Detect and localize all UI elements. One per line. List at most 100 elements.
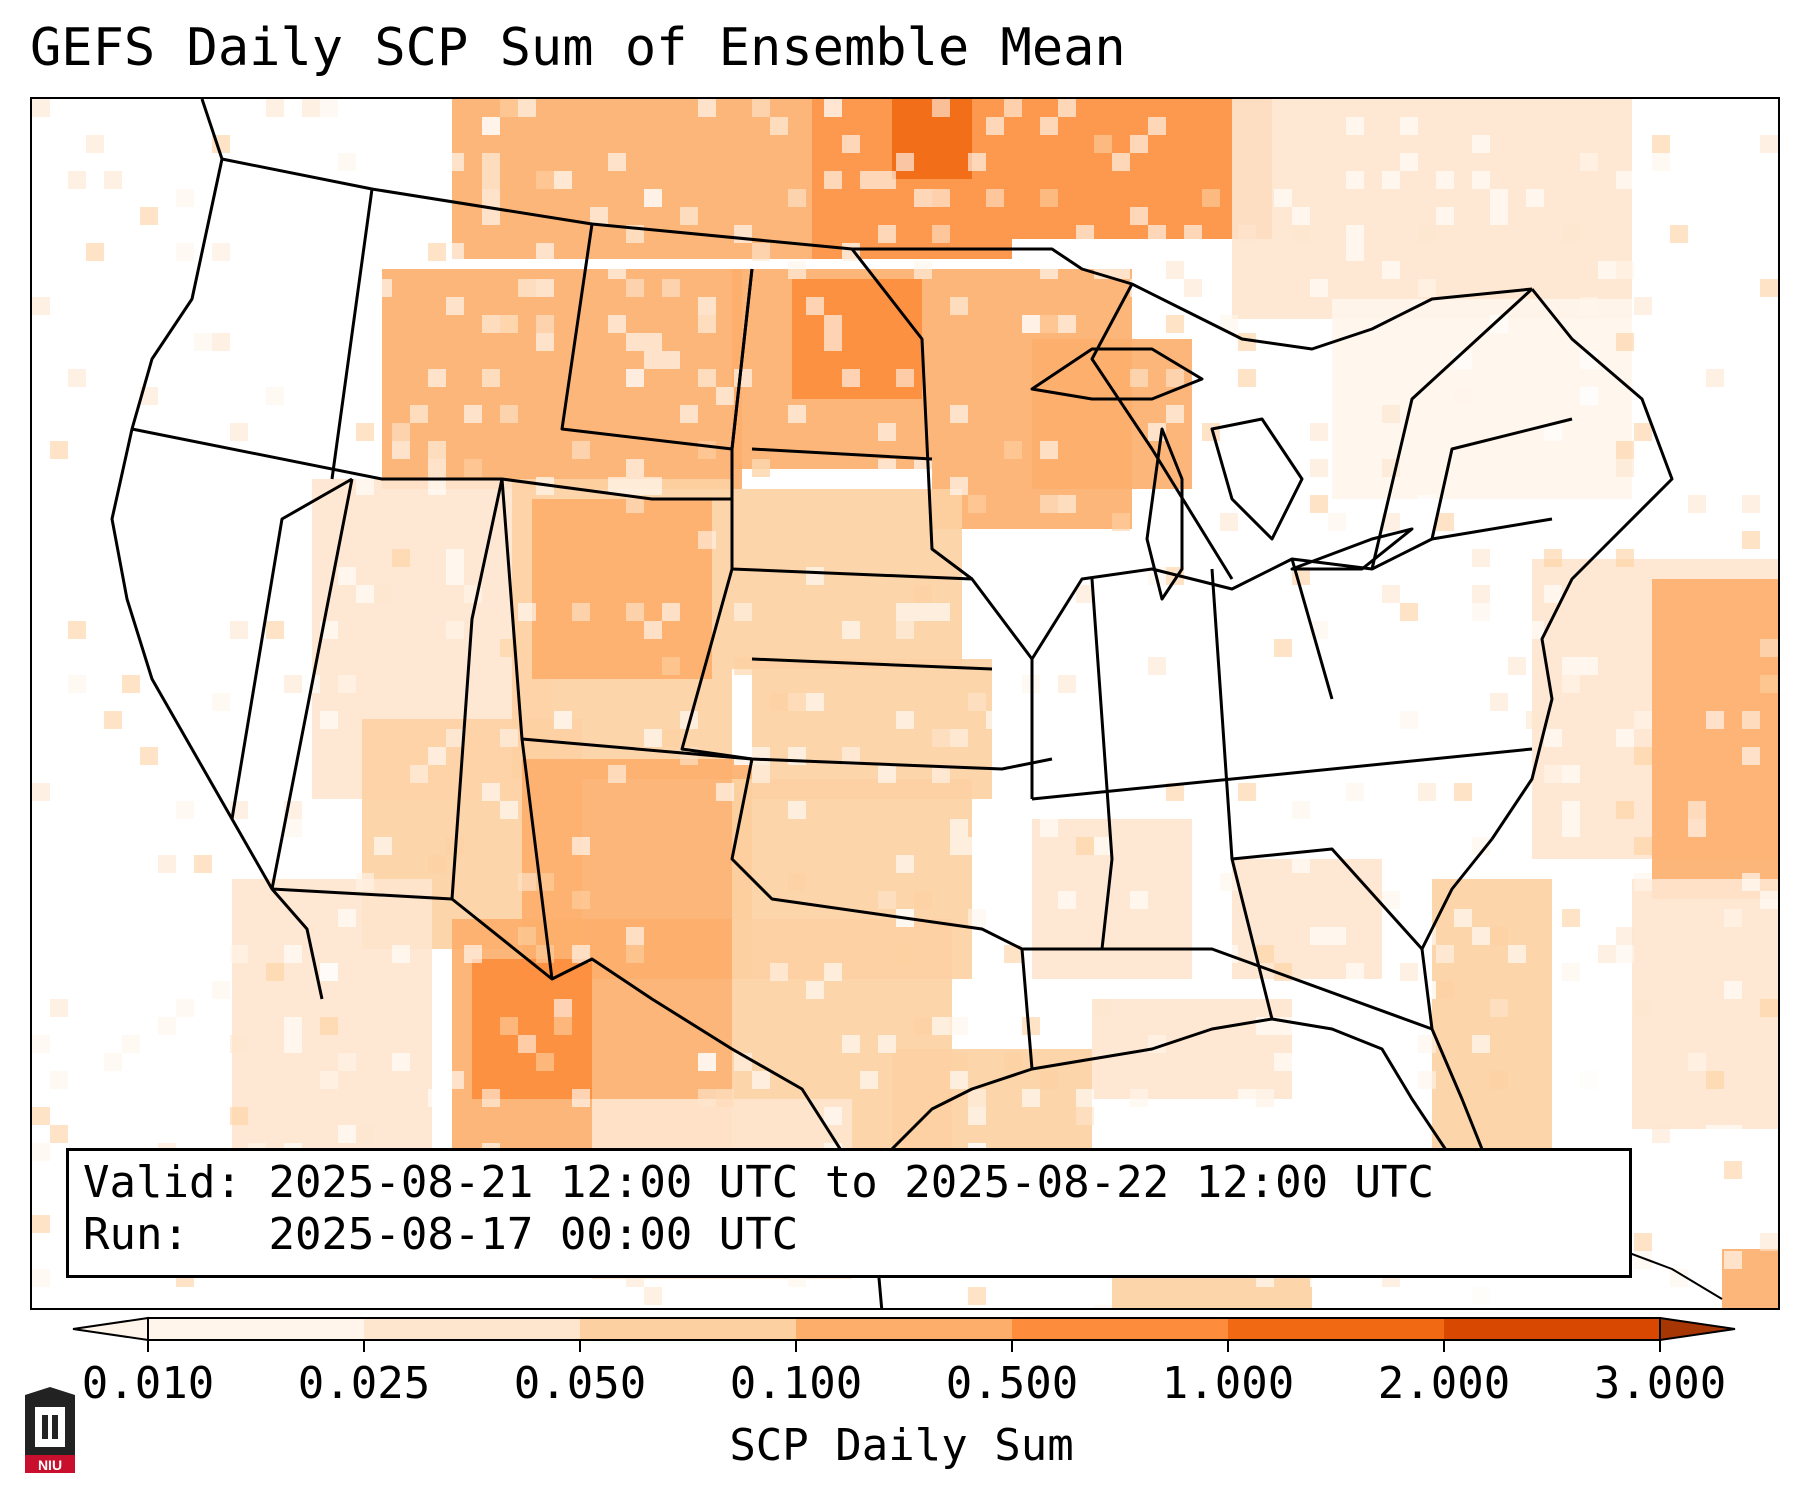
lake-erie <box>1290 527 1414 571</box>
scp-speckle-cell <box>32 1143 50 1161</box>
scp-speckle-cell <box>644 333 662 351</box>
scp-speckle-cell <box>518 1035 536 1053</box>
scp-speckle-cell <box>32 675 50 693</box>
scp-speckle-cell <box>1724 909 1742 927</box>
scp-speckle-cell <box>1724 981 1742 999</box>
scp-speckle-cell <box>1400 711 1418 729</box>
scp-speckle-cell <box>1076 1107 1094 1125</box>
scp-speckle-cell <box>1238 369 1256 387</box>
scp-speckle-cell <box>140 279 158 297</box>
colorbar-tick-label: 0.050 <box>513 1358 647 1409</box>
scp-speckle-cell <box>536 171 554 189</box>
scp-speckle-cell <box>1580 657 1598 675</box>
scp-speckle-cell <box>932 225 950 243</box>
scp-speckle-cell <box>1238 783 1256 801</box>
scp-speckle-cell <box>50 441 68 459</box>
scp-speckle-cell <box>608 477 626 495</box>
scp-speckle-cell <box>680 207 698 225</box>
scp-speckle-cell <box>1130 531 1148 549</box>
scp-speckle-cell <box>716 1305 734 1308</box>
scp-speckle-cell <box>644 729 662 747</box>
scp-speckle-cell <box>122 675 140 693</box>
scp-speckle-cell <box>284 675 302 693</box>
scp-speckle-cell <box>950 837 968 855</box>
scp-shade-cell <box>1092 999 1292 1099</box>
lake-huron <box>1210 417 1304 541</box>
scp-speckle-cell <box>1022 315 1040 333</box>
scp-speckle-cell <box>716 783 734 801</box>
scp-speckle-cell <box>536 333 554 351</box>
scp-speckle-cell <box>860 171 878 189</box>
scp-speckle-cell <box>1670 1251 1688 1269</box>
scp-speckle-cell <box>842 369 860 387</box>
scp-speckle-cell <box>608 765 626 783</box>
scp-speckle-cell <box>1040 1071 1058 1089</box>
scp-speckle-cell <box>896 369 914 387</box>
scp-speckle-cell <box>104 171 122 189</box>
colorbar-tick-label: 1.000 <box>1161 1358 1295 1409</box>
scp-speckle-cell <box>986 711 1004 729</box>
scp-speckle-cell <box>1616 927 1634 945</box>
scp-speckle-cell <box>986 189 1004 207</box>
scp-speckle-cell <box>122 693 140 711</box>
scp-speckle-cell <box>968 909 986 927</box>
colorbar-tick-label: 0.025 <box>297 1358 431 1409</box>
colorbar-segment <box>796 1318 1013 1340</box>
scp-speckle-cell <box>266 369 284 387</box>
scp-speckle-cell <box>140 315 158 333</box>
scp-speckle-cell <box>1220 315 1238 333</box>
scp-speckle-cell <box>698 1053 716 1071</box>
scp-speckle-cell <box>356 477 374 495</box>
scp-speckle-cell <box>1148 657 1166 675</box>
colorbar-tick-label: 0.010 <box>81 1358 215 1409</box>
scp-speckle-cell <box>1166 369 1184 387</box>
scp-speckle-cell <box>1130 1089 1148 1107</box>
scp-speckle-cell <box>1346 225 1364 243</box>
scp-speckle-cell <box>1022 1089 1040 1107</box>
scp-speckle-cell <box>896 855 914 873</box>
scp-speckle-cell <box>950 1071 968 1089</box>
scp-speckle-cell <box>878 1035 896 1053</box>
scp-speckle-cell <box>86 657 104 675</box>
scp-speckle-cell <box>266 621 284 639</box>
scp-speckle-cell <box>464 459 482 477</box>
scp-speckle-cell <box>446 549 464 567</box>
scp-speckle-cell <box>770 963 788 981</box>
scp-shade-cell <box>532 499 712 679</box>
scp-speckle-cell <box>1508 945 1526 963</box>
scp-speckle-cell <box>1166 783 1184 801</box>
scp-speckle-cell <box>500 99 518 117</box>
scp-speckle-cell <box>428 855 446 873</box>
scp-speckle-cell <box>338 153 356 171</box>
scp-speckle-cell <box>680 405 698 423</box>
scp-speckle-cell <box>968 495 986 513</box>
scp-speckle-cell <box>1040 441 1058 459</box>
colorbar-ticks <box>147 1340 1661 1352</box>
scp-speckle-cell <box>1760 279 1778 297</box>
scp-speckle-cell <box>302 225 320 243</box>
scp-speckle-cell <box>1688 99 1706 117</box>
scp-speckle-cell <box>500 729 518 747</box>
scp-speckle-cell <box>1634 153 1652 171</box>
scp-speckle-cell <box>428 477 446 495</box>
scp-speckle-cell <box>50 999 68 1017</box>
colorbar-segment <box>1444 1318 1661 1340</box>
scp-speckle-cell <box>1202 297 1220 315</box>
scp-speckle-cell <box>950 1017 968 1035</box>
scp-speckle-cell <box>932 99 950 117</box>
scp-speckle-cell <box>230 1107 248 1125</box>
scp-speckle-cell <box>1436 513 1454 531</box>
scp-speckle-cell <box>1706 711 1724 729</box>
scp-speckle-cell <box>1400 117 1418 135</box>
scp-speckle-cell <box>1382 405 1400 423</box>
scp-speckle-cell <box>1580 387 1598 405</box>
scp-speckle-cell <box>320 963 338 981</box>
scp-speckle-cell <box>572 603 590 621</box>
scp-speckle-cell <box>1382 261 1400 279</box>
scp-speckle-cell <box>50 243 68 261</box>
scp-speckle-cell <box>824 171 842 189</box>
scp-speckle-cell <box>1454 783 1472 801</box>
scp-speckle-cell <box>50 1161 68 1179</box>
scp-speckle-cell <box>626 495 644 513</box>
scp-speckle-cell <box>1418 783 1436 801</box>
